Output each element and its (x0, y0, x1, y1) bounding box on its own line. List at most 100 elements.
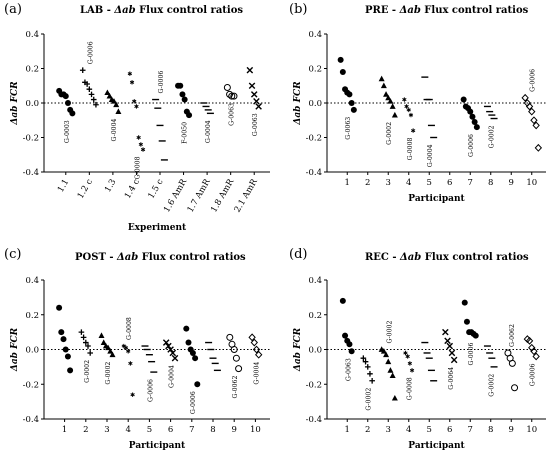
panel-b-data-point (348, 100, 355, 106)
panel-d-data-point (387, 367, 394, 373)
panel-b-y-tick-label: -0.2 (306, 134, 322, 144)
panel-b-data-point (378, 75, 385, 82)
panel-c-title-italic: Δab (117, 252, 139, 263)
panel-c-x-tick-label: 8 (210, 425, 215, 435)
panel-d-y-tick-label: 0.4 (308, 276, 322, 286)
panel-c-y-tick-label: -0.4 (23, 415, 39, 425)
panel-a-data-point (136, 135, 141, 140)
panel-d-sample-annotation: G-0006 (530, 363, 537, 386)
panel-c-data-point (194, 381, 201, 388)
panel-a-data-point (223, 83, 231, 91)
panel-b-data-point (339, 68, 346, 75)
panel-a-y-tick-label: -0.4 (23, 168, 39, 178)
panel-d-data-point (448, 349, 456, 357)
panel-d-data-point (362, 358, 369, 365)
panel-a-sample-annotation: G-0004 (205, 120, 212, 143)
panel-c-y-tick-label: 0.2 (25, 311, 39, 321)
panel-d-data-point (385, 358, 392, 365)
panel-c-x-tick-label: 2 (83, 425, 88, 435)
panel-d-y-tick-label: 0.0 (308, 346, 322, 356)
panel-c-data-point (250, 338, 258, 347)
panel-a-y-tick-label: 0.4 (25, 30, 39, 40)
panel-a-data-point (226, 90, 234, 98)
panel-a-title: LAB - Δab Flux control ratios (80, 5, 243, 16)
panel-a-data-point (113, 101, 120, 108)
panel-c-y-tick-label: 0.0 (25, 346, 39, 356)
panel-b-x-tick-label: 6 (447, 178, 452, 188)
panel-c-sample-annotation: G-0006 (190, 391, 197, 414)
panel-b-y-tick-label: 0.4 (308, 30, 322, 40)
panel-b-title-prefix: PRE - (365, 5, 400, 16)
panel-c-data-point (169, 349, 177, 357)
panel-a-data-point (93, 101, 99, 108)
panel-d-data-point (364, 364, 371, 370)
panel-d-data-point (342, 332, 349, 339)
panel-c-data-point (105, 344, 112, 351)
panel-c-data-point (248, 333, 256, 342)
panel-d-data-point (508, 359, 516, 367)
panel-c-data-point (126, 349, 131, 354)
panel-c-x-tick-label: 4 (125, 425, 130, 435)
panel-d-data-point (446, 342, 454, 350)
panel-c-data-point (107, 348, 114, 354)
panel-a-plot: 0.4 0.2 0.0 -0.2 -0.4 Δab FCR 1.1 1.2 c 1.3 1.4 c… (10, 30, 270, 233)
panel-d-x-tick-label: 3 (386, 425, 391, 435)
panel-d-sample-annotation: G-0064 (448, 367, 455, 390)
panel-d-data-point (339, 297, 346, 304)
panel-a-data-point (134, 104, 139, 109)
panel-b-sample-annotation: G-0006 (530, 69, 537, 92)
panel-c-data-point (78, 329, 85, 335)
panel-a-x-tick-label: 1.1 (56, 178, 71, 195)
panel-d-x-tick-label: 2 (365, 425, 370, 435)
panel-a-data-point (228, 92, 236, 100)
panel-c-data-point (87, 350, 93, 356)
panel-b-data-point (532, 121, 540, 130)
panel-b-data-point (528, 107, 536, 116)
panel-d-data-point (405, 354, 410, 359)
panel-a-data-point (69, 110, 76, 117)
panel-c-data-point (183, 325, 190, 332)
panel-d-x-tick-label: 4 (406, 425, 411, 435)
panel-c-title: POST - Δab Flux control ratios (75, 252, 246, 263)
panel-b-sample-annotation: G-0006 (468, 134, 475, 157)
panel-d-data-point (463, 318, 470, 325)
panel-d-x-tick-label: 7 (468, 425, 473, 435)
panel-c-data-point (98, 332, 105, 338)
panel-d-data-point (407, 361, 413, 366)
panel-c-sample-annotation: G-0008 (126, 317, 133, 340)
panel-d-title-prefix: REC - (365, 252, 401, 263)
panel-c-sample-annotation: G-0062 (232, 376, 239, 399)
panel-c-data-point (232, 354, 240, 362)
panel-a-data-point (246, 66, 254, 74)
panel-d-data-point (389, 372, 396, 378)
panel-a-sample-annotation: F-0050 (182, 122, 189, 144)
panel-c-data-point (85, 343, 91, 349)
panel-b-x-tick-label: 8 (488, 178, 493, 188)
panel-a-sample-annotation: G-0006 (87, 41, 94, 64)
panel-d-plot: 0.4 0.2 0.0 -0.2 -0.4 Δab FCR 1 2 3 4 5 6 7 8 9 10 Parti… (293, 276, 546, 451)
panel-c-data-point (58, 329, 65, 336)
panel-b-data-point (346, 91, 353, 98)
panel-b-data-point (530, 116, 538, 125)
panel-a-data-point (84, 81, 90, 87)
panel-d-x-tick-label: 9 (509, 425, 514, 435)
panel-c-plot: 0.4 0.2 0.0 -0.2 -0.4 Δab FCR 1 2 3 4 5 6 7 8 9 10 Parti… (10, 276, 270, 451)
panel-a-data-point (132, 99, 137, 104)
panel-b-data-point (467, 108, 474, 115)
panel-a-x-tick-label: 1.5 c (146, 177, 165, 200)
panel-a-data-point (64, 100, 71, 106)
panel-d-x-tick-label: 5 (427, 425, 432, 435)
panel-d-x-tick-label: 10 (526, 425, 537, 435)
panel-a-data-point (253, 97, 260, 105)
panel-b-data-point (469, 113, 476, 120)
panel-c-data-point (80, 334, 87, 341)
panel-a-data-point (88, 91, 95, 98)
panel-a-data-point (140, 147, 146, 152)
panel-b-data-point (473, 124, 480, 131)
panel-a-sample-annotation: G-0063 (229, 103, 236, 126)
panel-c-data-point (83, 339, 89, 346)
panel-c-data-point (162, 339, 170, 346)
panel-b-data-point (402, 97, 407, 102)
panel-c-sample-annotation: G-0002 (84, 360, 91, 383)
panel-b-sample-annotation: G-0002 (489, 125, 496, 148)
